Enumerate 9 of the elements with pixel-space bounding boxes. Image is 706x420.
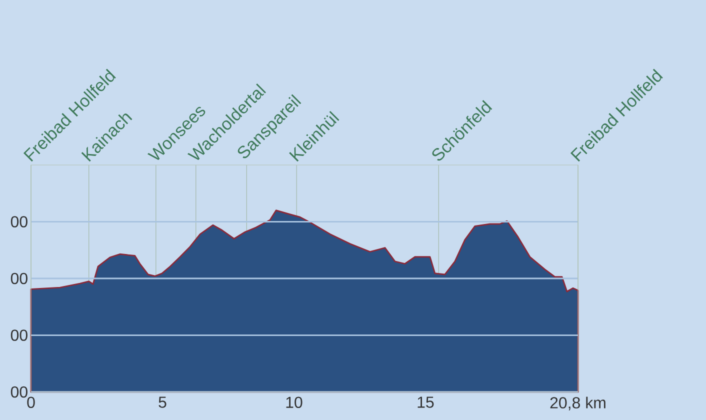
x-tick-label: 20,8 km — [550, 396, 606, 410]
text: 00 — [10, 386, 28, 398]
text: 00 — [10, 216, 28, 228]
text: 00 — [10, 272, 28, 284]
text: 00 — [10, 330, 28, 341]
x-tick-label: 5 — [158, 396, 166, 408]
x-tick-label: 10 — [286, 396, 302, 408]
x-tick-label: 0 — [27, 396, 35, 408]
x-tick-label: 15 — [418, 396, 434, 408]
